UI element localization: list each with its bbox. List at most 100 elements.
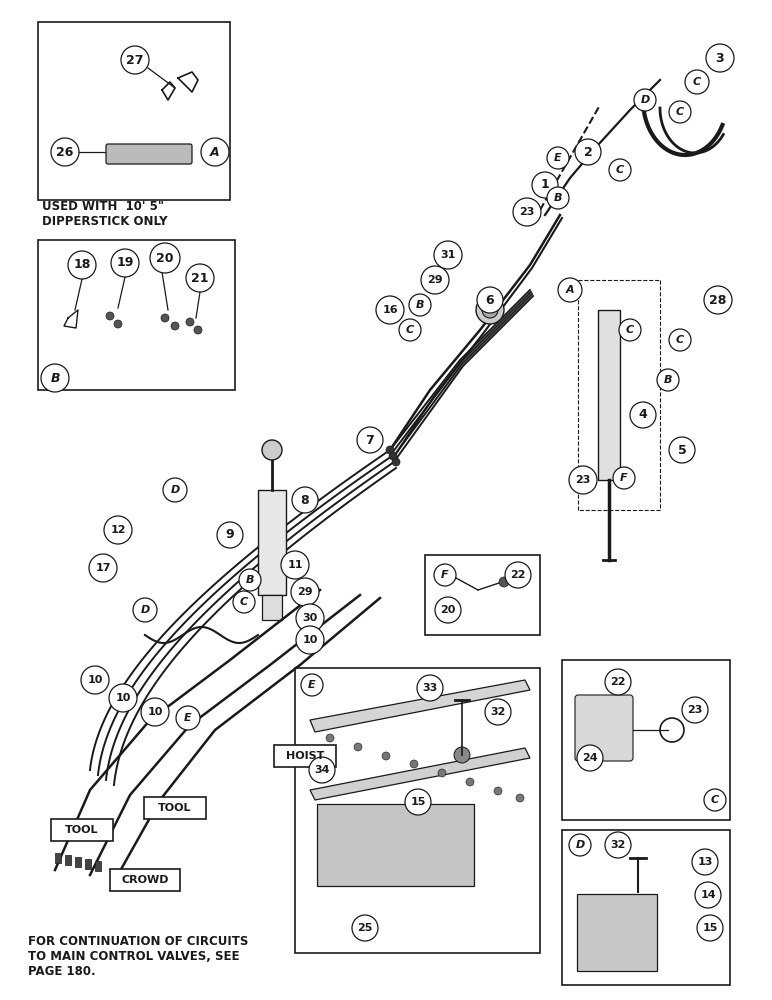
Circle shape xyxy=(163,478,187,502)
Text: 6: 6 xyxy=(486,294,494,306)
Circle shape xyxy=(121,46,149,74)
Circle shape xyxy=(281,551,309,579)
Text: 11: 11 xyxy=(287,560,303,570)
Circle shape xyxy=(309,757,335,783)
Text: 33: 33 xyxy=(422,683,438,693)
Circle shape xyxy=(476,296,504,324)
Text: 30: 30 xyxy=(303,613,317,623)
Text: C: C xyxy=(676,335,684,345)
Circle shape xyxy=(111,249,139,277)
Text: B: B xyxy=(245,575,254,585)
Circle shape xyxy=(291,578,319,606)
Bar xyxy=(55,853,61,863)
Circle shape xyxy=(68,251,96,279)
Circle shape xyxy=(494,787,502,795)
Circle shape xyxy=(704,789,726,811)
Circle shape xyxy=(382,752,390,760)
Text: 29: 29 xyxy=(297,587,313,597)
Circle shape xyxy=(133,598,157,622)
Text: 14: 14 xyxy=(700,890,716,900)
Text: 27: 27 xyxy=(127,53,144,66)
Text: FOR CONTINUATION OF CIRCUITS
TO MAIN CONTROL VALVES, SEE
PAGE 180.: FOR CONTINUATION OF CIRCUITS TO MAIN CON… xyxy=(28,935,249,978)
Circle shape xyxy=(89,554,117,582)
Circle shape xyxy=(558,278,582,302)
Text: B: B xyxy=(50,371,59,384)
Text: E: E xyxy=(554,153,562,163)
Circle shape xyxy=(161,314,169,322)
Circle shape xyxy=(634,89,656,111)
Text: 18: 18 xyxy=(73,258,90,271)
Text: TOOL: TOOL xyxy=(158,803,191,813)
Text: 10: 10 xyxy=(87,675,103,685)
Text: 16: 16 xyxy=(382,305,398,315)
Circle shape xyxy=(435,597,461,623)
Circle shape xyxy=(630,402,656,428)
Circle shape xyxy=(417,675,443,701)
Text: D: D xyxy=(575,840,584,850)
FancyBboxPatch shape xyxy=(317,804,474,886)
FancyBboxPatch shape xyxy=(274,745,336,767)
Bar xyxy=(598,310,620,480)
Bar xyxy=(75,857,81,867)
Circle shape xyxy=(434,241,462,269)
Text: C: C xyxy=(406,325,414,335)
Circle shape xyxy=(466,778,474,786)
Text: 21: 21 xyxy=(191,271,208,284)
FancyBboxPatch shape xyxy=(51,819,113,841)
FancyBboxPatch shape xyxy=(575,695,633,761)
Circle shape xyxy=(421,266,449,294)
Circle shape xyxy=(577,745,603,771)
Text: C: C xyxy=(626,325,634,335)
Circle shape xyxy=(477,287,503,313)
Text: 3: 3 xyxy=(716,51,724,64)
Text: CROWD: CROWD xyxy=(121,875,169,885)
Circle shape xyxy=(513,198,541,226)
Text: D: D xyxy=(141,605,150,615)
Circle shape xyxy=(292,487,318,513)
Text: 32: 32 xyxy=(611,840,625,850)
Circle shape xyxy=(605,832,631,858)
Text: 1: 1 xyxy=(540,178,550,192)
Circle shape xyxy=(194,326,202,334)
Text: 20: 20 xyxy=(156,251,174,264)
Circle shape xyxy=(682,697,708,723)
Text: B: B xyxy=(554,193,562,203)
Text: 32: 32 xyxy=(490,707,506,717)
Circle shape xyxy=(516,794,524,802)
Circle shape xyxy=(706,44,734,72)
Circle shape xyxy=(657,369,679,391)
Text: 2: 2 xyxy=(584,145,592,158)
Circle shape xyxy=(685,70,709,94)
Circle shape xyxy=(532,172,558,198)
Circle shape xyxy=(81,666,109,694)
Text: 4: 4 xyxy=(638,408,648,422)
Circle shape xyxy=(376,296,404,324)
Bar xyxy=(295,668,540,953)
Circle shape xyxy=(695,882,721,908)
Text: B: B xyxy=(416,300,425,310)
Circle shape xyxy=(499,577,509,587)
Circle shape xyxy=(410,760,418,768)
Circle shape xyxy=(357,427,383,453)
Text: 20: 20 xyxy=(440,605,455,615)
Bar xyxy=(65,855,71,865)
Text: 19: 19 xyxy=(117,256,134,269)
Circle shape xyxy=(569,834,591,856)
FancyBboxPatch shape xyxy=(106,144,192,164)
Bar xyxy=(562,830,730,985)
Text: 15: 15 xyxy=(410,797,425,807)
Circle shape xyxy=(386,446,394,454)
Text: 15: 15 xyxy=(703,923,718,933)
Text: 34: 34 xyxy=(314,765,330,775)
Circle shape xyxy=(392,458,400,466)
Circle shape xyxy=(613,467,635,489)
Circle shape xyxy=(296,626,324,654)
Circle shape xyxy=(482,302,498,318)
Text: 26: 26 xyxy=(56,145,73,158)
Circle shape xyxy=(176,706,200,730)
Circle shape xyxy=(186,264,214,292)
Text: 13: 13 xyxy=(697,857,713,867)
Text: HOIST: HOIST xyxy=(286,751,324,761)
Circle shape xyxy=(389,452,397,460)
Text: 29: 29 xyxy=(427,275,443,285)
